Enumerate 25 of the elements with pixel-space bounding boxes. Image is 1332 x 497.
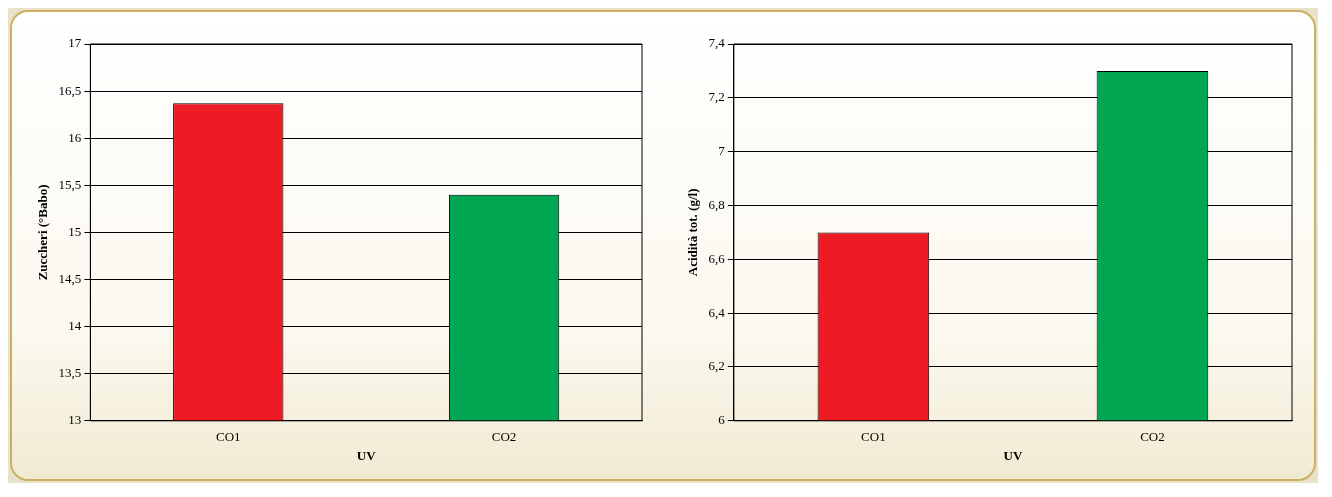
y-tick-label: 15,5 — [58, 176, 82, 192]
y-tick-label: 6,6 — [708, 250, 726, 266]
y-axis-title: Acidità tot. (g/l) — [685, 188, 701, 277]
y-tick-label: 6,2 — [708, 358, 725, 374]
y-tick-label: 13 — [68, 412, 82, 428]
x-axis-title: UV — [1003, 447, 1023, 463]
y-tick-label: 14,5 — [58, 270, 82, 286]
y-tick-label: 16 — [68, 129, 82, 145]
y-tick-label: 17 — [68, 35, 82, 51]
y-tick-label: 6,8 — [708, 196, 725, 212]
y-tick-label: 16,5 — [58, 82, 82, 98]
x-tick-label: CO2 — [1140, 429, 1165, 445]
x-tick-label: CO2 — [491, 429, 517, 445]
y-tick-label: 6,4 — [708, 304, 726, 320]
y-axis-title: Zuccheri (°Babo) — [35, 184, 51, 281]
y-tick-label: 13,5 — [58, 365, 82, 381]
y-tick-label: 7,4 — [708, 35, 726, 51]
y-tick-label: 15 — [68, 223, 82, 239]
x-axis-title: UV — [356, 447, 377, 463]
y-tick-label: 6 — [718, 412, 726, 428]
x-tick-label: CO1 — [215, 429, 241, 445]
y-tick-label: 7,2 — [708, 89, 725, 105]
y-tick-label: 14 — [68, 318, 82, 334]
y-tick-label: 7 — [718, 143, 726, 159]
x-tick-label: CO1 — [861, 429, 886, 445]
